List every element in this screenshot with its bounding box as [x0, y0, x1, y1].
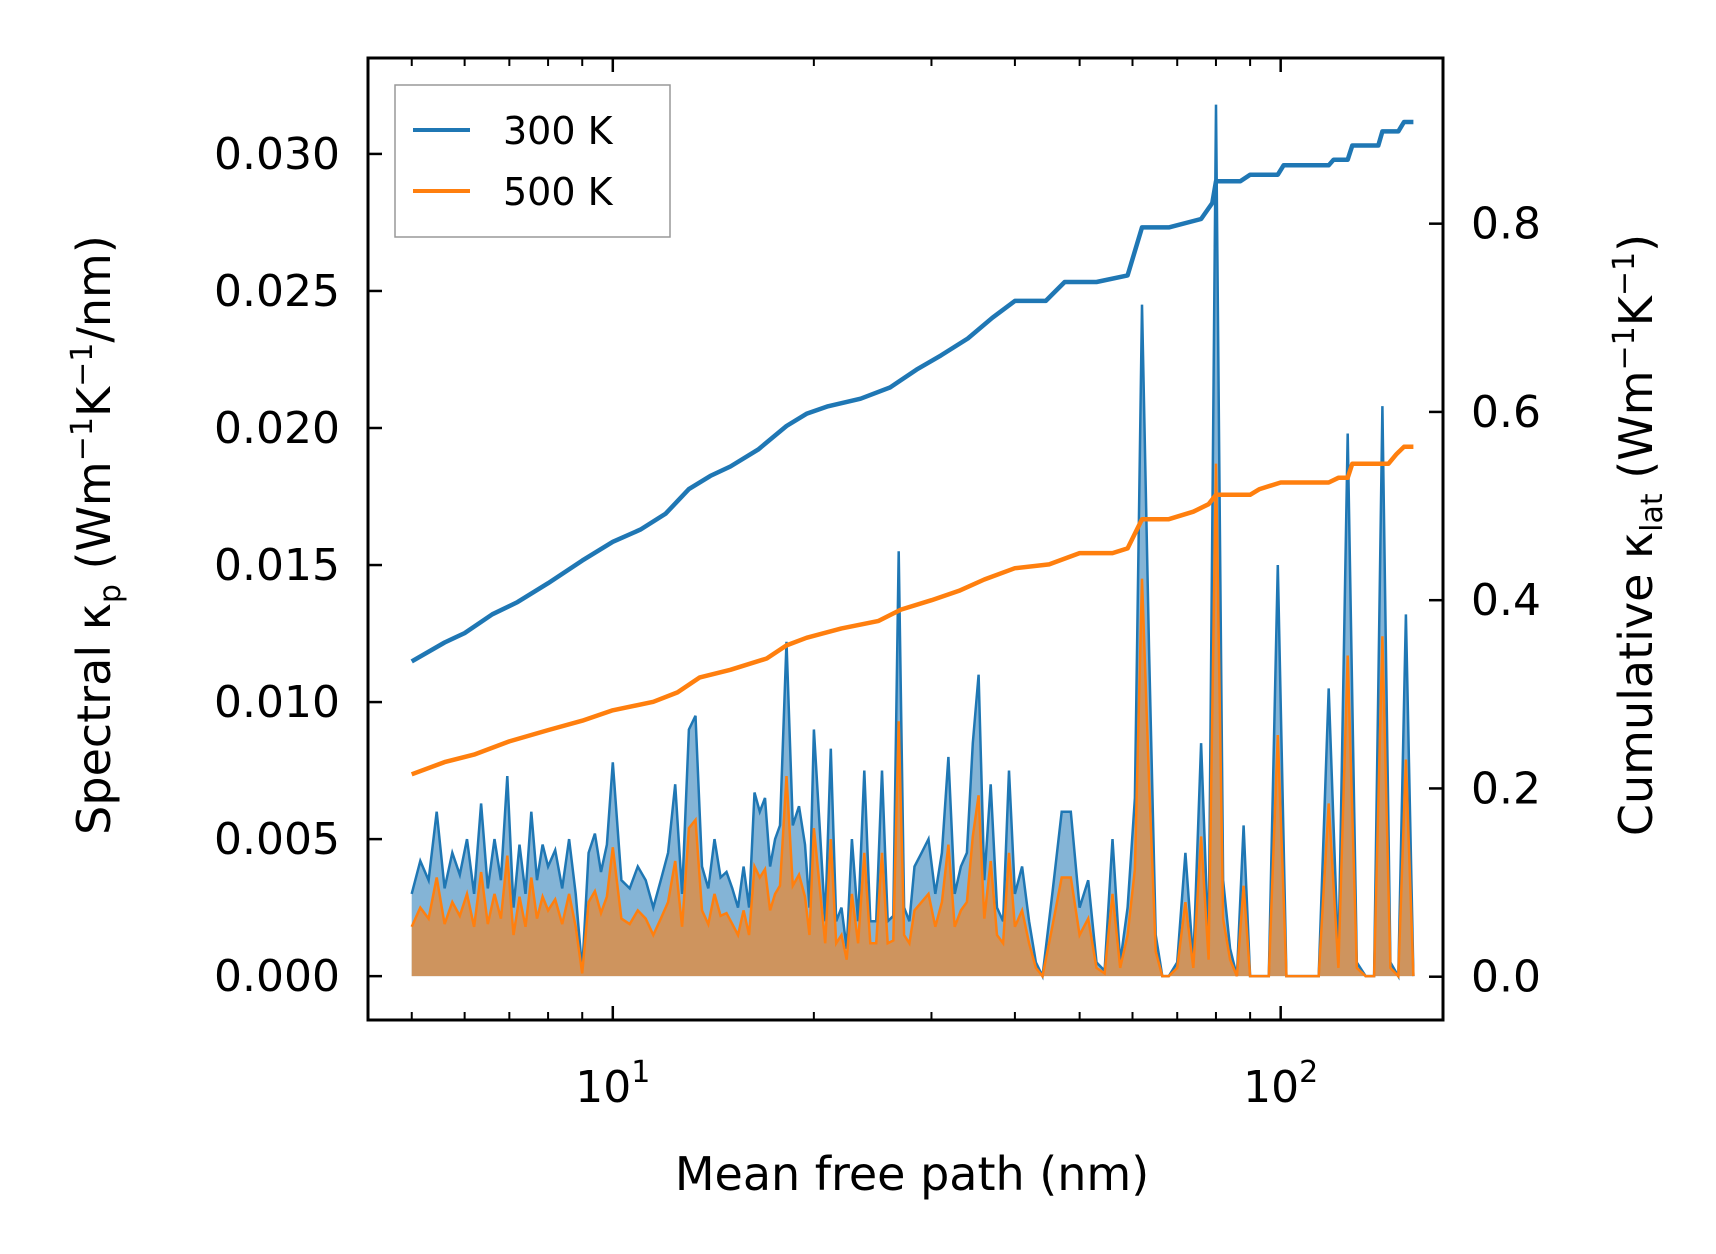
x-tick-label: 101: [575, 1055, 650, 1113]
cumulative-line-500k: [410, 444, 1414, 777]
y-axis-label-left: Spectral κp (Wm−1K−1/nm): [65, 235, 128, 835]
y-right-tick-label: 0.8: [1471, 199, 1541, 250]
spectral-line-300k: [410, 104, 1415, 981]
legend-label-300k: 300 K: [503, 109, 614, 153]
y-left-tick-label: 0.005: [214, 814, 340, 865]
y-left-tick-label: 0.025: [214, 266, 340, 317]
y-left-tick-label: 0.030: [214, 129, 340, 180]
y-right-tick-label: 0.2: [1471, 763, 1541, 814]
legend-label-500k: 500 K: [503, 170, 614, 214]
legend: 300 K 500 K: [394, 84, 671, 238]
y-left-tick-label: 0.020: [214, 403, 340, 454]
y-left-tick-label: 0.010: [214, 677, 340, 728]
y-left-tick-label: 0.015: [214, 540, 340, 591]
y-right-tick-label: 0.0: [1471, 952, 1541, 1003]
y-right-tick-label: 0.4: [1471, 575, 1541, 626]
y-axis-label-right: Cumulative κlat (Wm−1K−1): [1607, 234, 1670, 836]
y-left-tick-label: 0.000: [214, 951, 340, 1002]
series-layer: [410, 104, 1415, 981]
ticks-layer: 0.000 0.005 0.010 0.015 0.020 0.025 0.030 0.0 0.…: [214, 58, 1541, 1113]
y-right-tick-label: 0.6: [1471, 387, 1541, 438]
legend-box: [394, 84, 671, 238]
spectral-line-500k: [410, 463, 1415, 980]
cumulative-line-300k: [410, 119, 1414, 664]
plot-frame: [366, 56, 1445, 1022]
x-tick-label: 102: [1243, 1055, 1318, 1113]
x-axis-label: Mean free path (nm): [675, 1147, 1149, 1201]
